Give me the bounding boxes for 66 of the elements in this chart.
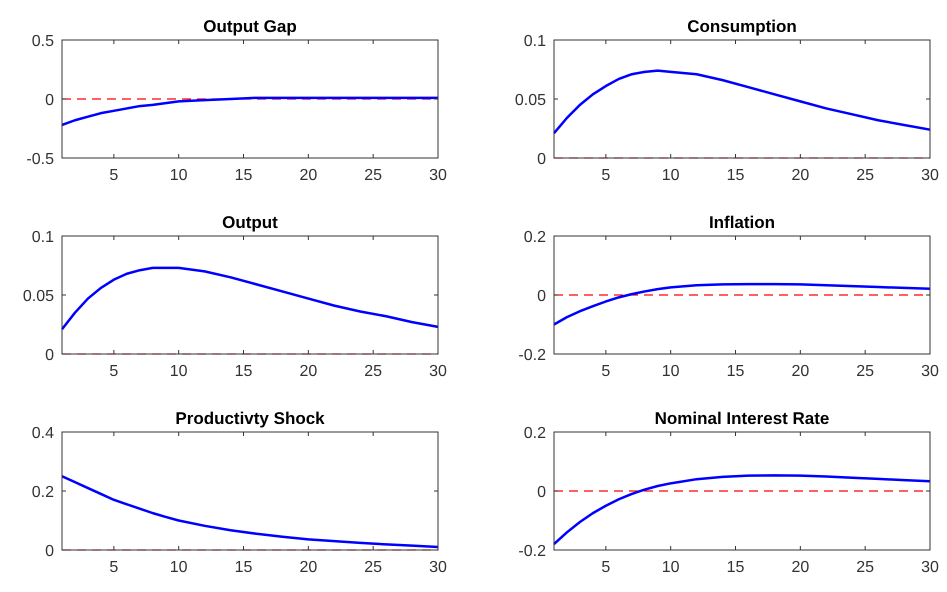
x-tick-label: 30 bbox=[921, 167, 939, 184]
x-tick-label: 5 bbox=[601, 167, 610, 184]
line-series bbox=[552, 282, 932, 326]
x-tick-label: 15 bbox=[726, 559, 745, 576]
x-tick-label: 10 bbox=[170, 363, 188, 380]
x-tick-label: 25 bbox=[856, 559, 874, 576]
y-tick-label: 0.2 bbox=[32, 484, 54, 501]
x-tick-label: 5 bbox=[109, 363, 118, 380]
x-tick-label: 25 bbox=[364, 559, 382, 576]
x-tick-label: 20 bbox=[791, 363, 810, 380]
chart-title: Productivty Shock bbox=[175, 409, 326, 428]
y-tick-label: 0.5 bbox=[32, 33, 54, 50]
x-tick-label: 25 bbox=[856, 167, 874, 184]
x-tick-label: 15 bbox=[726, 363, 745, 380]
y-tick-label: 0.05 bbox=[514, 92, 546, 109]
x-tick-label: 20 bbox=[299, 167, 318, 184]
x-tick-label: 25 bbox=[856, 363, 874, 380]
x-tick-label: 25 bbox=[364, 363, 382, 380]
x-tick-label: 10 bbox=[662, 363, 680, 380]
chart-title: Output Gap bbox=[203, 17, 297, 36]
chart-title: Nominal Interest Rate bbox=[654, 409, 830, 428]
x-tick-label: 30 bbox=[921, 363, 939, 380]
y-tick-label: -0.5 bbox=[26, 151, 54, 168]
x-tick-label: 10 bbox=[170, 167, 188, 184]
x-tick-label: 5 bbox=[601, 363, 610, 380]
y-tick-label: 0 bbox=[45, 92, 54, 109]
x-tick-label: 15 bbox=[234, 559, 253, 576]
x-tick-label: 10 bbox=[662, 167, 680, 184]
y-tick-label: 0.2 bbox=[524, 229, 546, 246]
y-tick-label: 0.1 bbox=[32, 229, 54, 246]
x-tick-label: 30 bbox=[429, 167, 447, 184]
chart-title: Inflation bbox=[708, 213, 776, 232]
x-tick-label: 10 bbox=[170, 559, 188, 576]
y-tick-label: 0 bbox=[537, 288, 546, 305]
y-tick-label: 0.1 bbox=[524, 33, 546, 50]
x-tick-label: 15 bbox=[726, 167, 745, 184]
line-series bbox=[60, 266, 440, 330]
x-tick-label: 30 bbox=[429, 559, 447, 576]
y-tick-label: 0 bbox=[537, 151, 546, 168]
y-tick-label: 0.2 bbox=[524, 425, 546, 442]
x-tick-label: 5 bbox=[109, 559, 118, 576]
y-tick-label: 0 bbox=[45, 543, 54, 560]
x-tick-label: 5 bbox=[601, 559, 610, 576]
x-tick-label: 15 bbox=[234, 167, 253, 184]
line-series bbox=[552, 69, 932, 134]
x-tick-label: 20 bbox=[299, 363, 318, 380]
x-tick-label: 5 bbox=[109, 167, 118, 184]
y-tick-label: 0.05 bbox=[22, 288, 54, 305]
line-series bbox=[60, 475, 440, 548]
x-tick-label: 20 bbox=[791, 167, 810, 184]
x-tick-label: 25 bbox=[364, 167, 382, 184]
chart-title: Output bbox=[222, 213, 278, 232]
line-series bbox=[552, 474, 932, 546]
x-tick-label: 30 bbox=[429, 363, 447, 380]
chart-title: Consumption bbox=[687, 17, 797, 36]
y-tick-label: -0.2 bbox=[518, 543, 546, 560]
x-tick-label: 30 bbox=[921, 559, 939, 576]
y-tick-label: 0 bbox=[45, 347, 54, 364]
y-tick-label: 0.4 bbox=[32, 425, 54, 442]
x-tick-label: 20 bbox=[791, 559, 810, 576]
x-tick-label: 20 bbox=[299, 559, 318, 576]
y-tick-label: -0.2 bbox=[518, 347, 546, 364]
y-tick-label: 0 bbox=[537, 484, 546, 501]
x-tick-label: 10 bbox=[662, 559, 680, 576]
line-series bbox=[60, 96, 440, 126]
x-tick-label: 15 bbox=[234, 363, 253, 380]
